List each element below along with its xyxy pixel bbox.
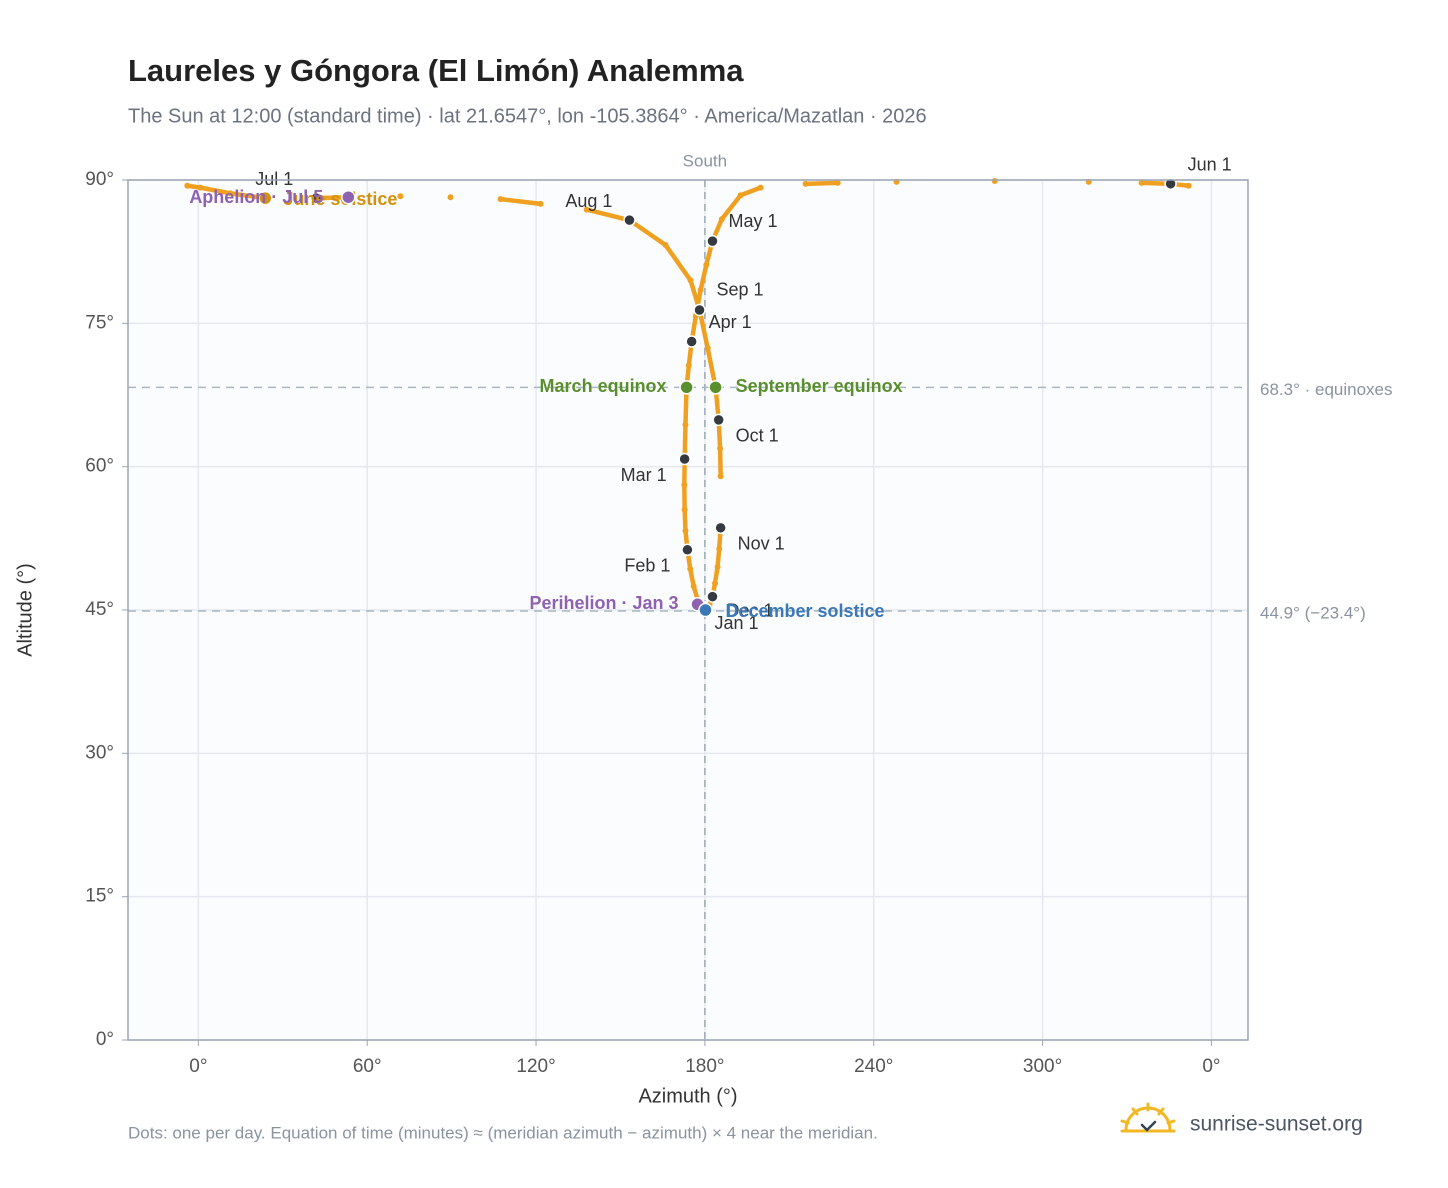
analemma-line (805, 180, 838, 187)
y-tick-label: 45° (85, 599, 114, 620)
month-dot (693, 303, 706, 317)
x-tick-label: 300° (1023, 1056, 1062, 1077)
event-dot (341, 189, 356, 205)
brand-logo (1120, 1102, 1176, 1133)
month-label: Dec 1 (726, 600, 773, 620)
month-dot (706, 590, 719, 603)
day-dot (717, 473, 724, 480)
month-label: Mar 1 (621, 465, 667, 485)
month-label: Nov 1 (738, 534, 785, 554)
month-label: Aug 1 (565, 191, 612, 211)
x-tick-label: 180° (685, 1056, 724, 1077)
day-dot (227, 190, 234, 197)
day-dot (681, 506, 688, 513)
event-label: March equinox (540, 376, 667, 396)
analemma-line (187, 183, 266, 201)
month-dot (681, 543, 694, 557)
month-dot (712, 413, 725, 427)
event-label: Aphelion · Jul 5 (189, 187, 323, 207)
day-dot (802, 180, 809, 187)
day-dot (712, 580, 719, 587)
day-dot (1138, 179, 1145, 186)
month-dot (623, 213, 636, 227)
day-dot (682, 421, 689, 428)
month-label: Jun 1 (1188, 155, 1232, 175)
day-dot (714, 564, 721, 570)
analemma-line (586, 207, 723, 477)
day-dot (687, 565, 694, 572)
month-dot (678, 452, 691, 466)
footnote: Dots: one per day. Equation of time (min… (128, 1123, 878, 1142)
x-tick-label: 120° (516, 1056, 555, 1077)
analemma-line (500, 196, 541, 207)
reference-label: 44.9° (−23.4°) (1260, 603, 1366, 622)
month-label: Apr 1 (709, 312, 752, 332)
y-axis-label: Altitude (°) (14, 563, 36, 657)
reference-label: 68.3° · equinoxes (1260, 380, 1393, 399)
y-tick-label: 90° (85, 169, 114, 190)
day-dot (717, 445, 724, 452)
y-tick-label: 30° (85, 742, 114, 763)
month-label: Feb 1 (624, 556, 670, 576)
day-dot (682, 527, 689, 534)
day-dot (497, 196, 504, 203)
day-dot (718, 216, 725, 223)
day-dot (703, 262, 710, 269)
y-tick-label: 0° (96, 1029, 114, 1050)
event-label: September equinox (736, 376, 903, 396)
day-dot (697, 286, 704, 293)
month-label: Jan 1 (715, 613, 759, 633)
chart-subtitle: The Sun at 12:00 (standard time) · lat 2… (128, 105, 927, 127)
x-tick-label: 240° (854, 1056, 893, 1077)
event-dot (679, 380, 694, 395)
day-dot (583, 206, 590, 213)
x-tick-label: 0° (189, 1056, 207, 1077)
day-dot (184, 182, 191, 189)
month-dot (1164, 177, 1177, 191)
day-dot (197, 184, 204, 191)
chart-title: Laureles y Góngora (El Limón) Analemma (128, 53, 744, 88)
day-dot (716, 545, 723, 552)
day-dot (397, 193, 404, 200)
day-dot (1185, 182, 1192, 189)
event-dot (258, 190, 273, 206)
month-dot (685, 335, 698, 348)
day-dot (662, 241, 669, 248)
y-tick-label: 60° (85, 456, 114, 477)
month-dot (714, 521, 727, 535)
event-label: Perihelion · Jan 3 (530, 593, 679, 613)
month-label: May 1 (728, 211, 777, 231)
event-label: December solstice (725, 601, 884, 621)
day-dot (687, 277, 694, 284)
day-dot (447, 194, 454, 201)
meridian-label: South (683, 151, 727, 170)
day-dot (737, 192, 744, 199)
day-dot (834, 179, 841, 186)
month-dot (310, 191, 323, 205)
day-dot (681, 481, 688, 488)
month-label: Jul 1 (255, 169, 293, 189)
marks: Jan 1 Feb 1 Mar 1 Apr 1 May 1 Jun 1 Jul 1 Aug 1… (184, 155, 1232, 633)
x-tick-label: 0° (1202, 1056, 1220, 1077)
month-label: Sep 1 (717, 280, 764, 300)
day-dot (685, 362, 692, 369)
day-dot (704, 345, 711, 352)
event-dot (708, 380, 723, 395)
x-axis-label: Azimuth (°) (638, 1085, 737, 1107)
y-tick-label: 15° (85, 886, 114, 907)
month-label: Oct 1 (736, 426, 779, 446)
y-tick-label: 75° (85, 312, 114, 333)
event-label: June solstice (283, 189, 397, 209)
day-dot (757, 184, 764, 191)
day-dot (537, 200, 544, 207)
event-dot (698, 602, 713, 618)
month-dot (706, 234, 719, 248)
day-dot (991, 177, 998, 184)
x-tick-label: 60° (353, 1056, 382, 1077)
brand: sunrise-sunset.org (1190, 1113, 1363, 1136)
day-dot (690, 583, 697, 590)
